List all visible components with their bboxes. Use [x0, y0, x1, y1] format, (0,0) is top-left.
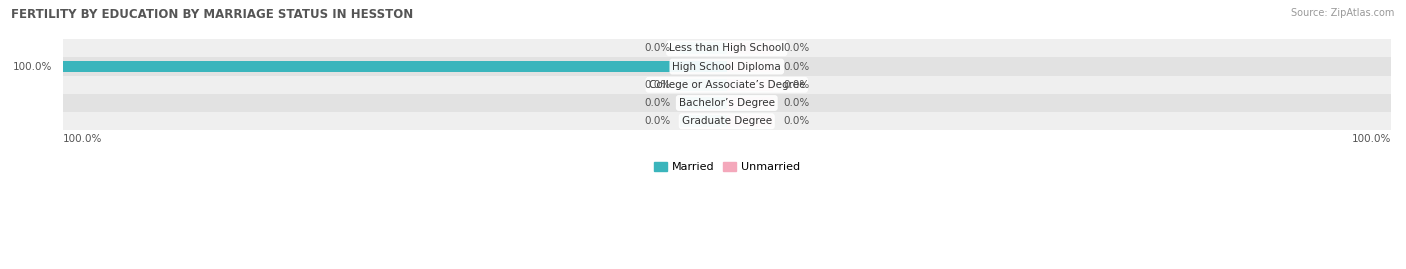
Text: 0.0%: 0.0% [644, 80, 671, 90]
Bar [62, 39, 1391, 58]
Text: 100.0%: 100.0% [13, 62, 52, 72]
Bar [727, 61, 773, 72]
Bar [727, 97, 773, 109]
Text: Less than High School: Less than High School [669, 43, 785, 53]
Bar [681, 115, 727, 127]
Text: Source: ZipAtlas.com: Source: ZipAtlas.com [1291, 8, 1395, 18]
Text: FERTILITY BY EDUCATION BY MARRIAGE STATUS IN HESSTON: FERTILITY BY EDUCATION BY MARRIAGE STATU… [11, 8, 413, 21]
Text: Graduate Degree: Graduate Degree [682, 116, 772, 126]
Text: 100.0%: 100.0% [1351, 134, 1391, 144]
Text: 0.0%: 0.0% [783, 62, 810, 72]
Text: High School Diploma: High School Diploma [672, 62, 782, 72]
Bar [727, 79, 773, 91]
Text: 100.0%: 100.0% [62, 134, 101, 144]
Text: 0.0%: 0.0% [644, 43, 671, 53]
Bar [727, 115, 773, 127]
Bar [62, 76, 1391, 94]
Text: Bachelor’s Degree: Bachelor’s Degree [679, 98, 775, 108]
Text: College or Associate’s Degree: College or Associate’s Degree [648, 80, 806, 90]
Bar [727, 43, 773, 54]
Bar [62, 94, 1391, 112]
Text: 0.0%: 0.0% [783, 80, 810, 90]
Legend: Married, Unmarried: Married, Unmarried [654, 162, 800, 172]
Text: 0.0%: 0.0% [783, 116, 810, 126]
Bar [681, 43, 727, 54]
Bar [681, 97, 727, 109]
Text: 0.0%: 0.0% [783, 43, 810, 53]
Bar [62, 58, 1391, 76]
Text: 0.0%: 0.0% [644, 116, 671, 126]
Bar [62, 61, 727, 72]
Bar [681, 79, 727, 91]
Text: 0.0%: 0.0% [644, 98, 671, 108]
Bar [62, 112, 1391, 130]
Text: 0.0%: 0.0% [783, 98, 810, 108]
